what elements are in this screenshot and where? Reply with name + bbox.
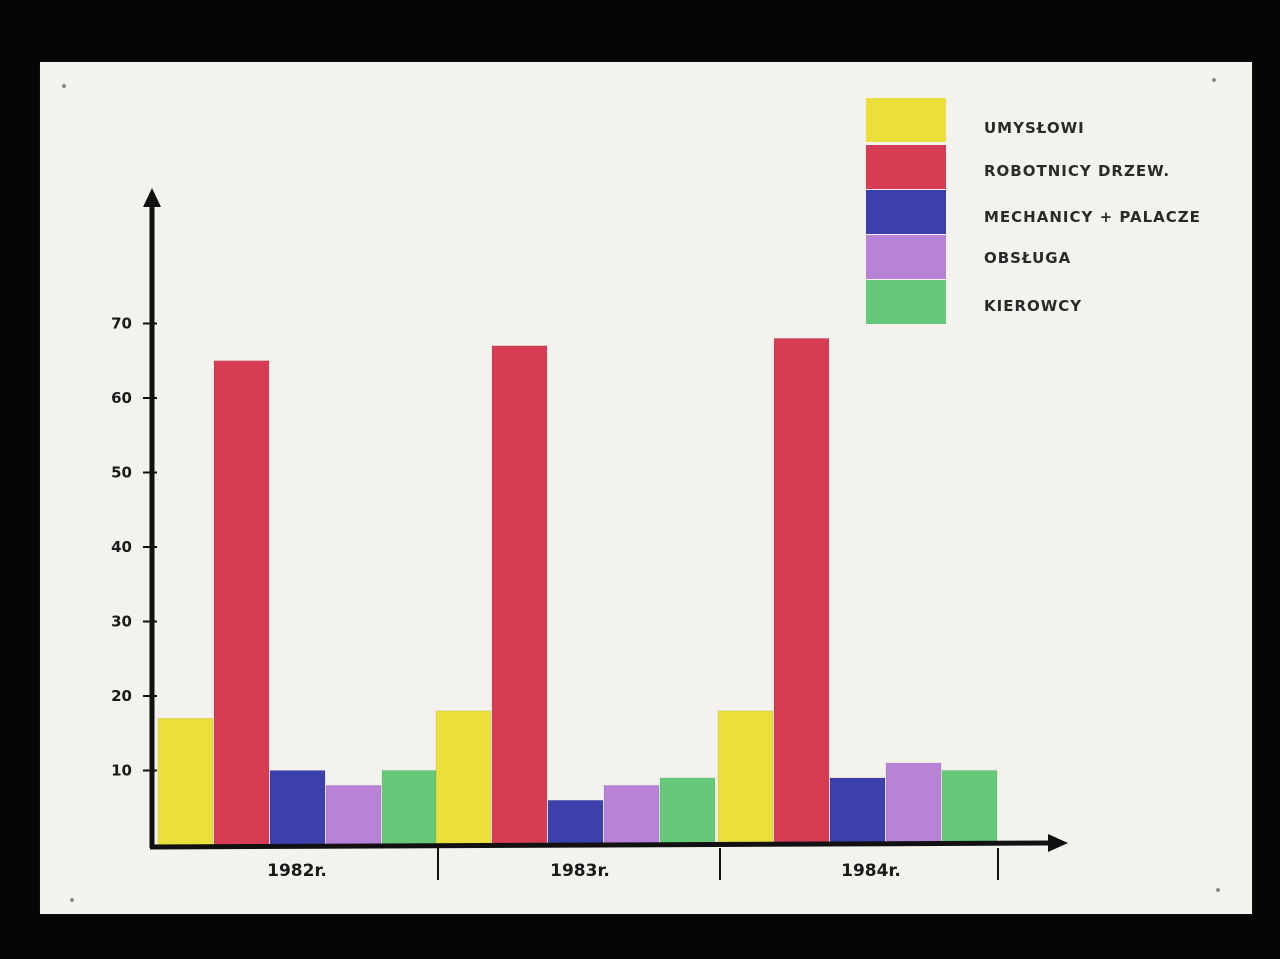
x-category-label: 1982r. — [267, 861, 327, 881]
y-tick-label: 10 — [111, 762, 132, 780]
legend: UMYSŁOWI ROBOTNICY DRZEW. MECHANICY + PALA… — [866, 98, 1201, 324]
y-tick-label: 30 — [111, 613, 132, 631]
pin-mark — [1212, 78, 1216, 82]
bar — [547, 799, 604, 846]
legend-swatch — [866, 235, 946, 279]
bar — [269, 770, 326, 846]
y-tick-label: 50 — [111, 464, 132, 482]
bar — [659, 777, 716, 846]
legend-swatch — [866, 280, 946, 324]
pin-mark — [62, 84, 66, 88]
bar — [325, 784, 382, 846]
bar — [491, 345, 548, 846]
bar — [829, 777, 886, 846]
legend-label: UMYSŁOWI — [984, 119, 1085, 137]
y-ticks-group: 10 20 30 40 50 60 70 — [111, 315, 157, 780]
y-tick-label: 20 — [111, 687, 132, 705]
legend-label: KIEROWCY — [984, 297, 1082, 315]
bar — [941, 770, 998, 846]
bar — [213, 360, 270, 846]
x-categories-group: 1982r. 1983r. 1984r. — [267, 848, 999, 881]
bar — [381, 770, 438, 846]
x-axis-arrow — [1048, 834, 1068, 852]
y-tick-label: 60 — [111, 389, 132, 407]
legend-swatch — [866, 145, 946, 189]
axes-group — [143, 188, 1068, 852]
bar — [773, 337, 830, 846]
bar — [603, 784, 660, 846]
y-tick-label: 40 — [111, 538, 132, 556]
pin-mark — [1216, 888, 1220, 892]
legend-label: MECHANICY + PALACZE — [984, 208, 1201, 226]
legend-label: OBSŁUGA — [984, 249, 1071, 267]
bar — [717, 710, 774, 846]
legend-label: ROBOTNICY DRZEW. — [984, 162, 1170, 180]
y-axis-arrow — [143, 188, 161, 207]
bars-group — [157, 337, 998, 846]
bar — [435, 710, 492, 846]
legend-swatch — [866, 190, 946, 234]
y-tick-label: 70 — [111, 315, 132, 333]
bar — [157, 717, 214, 846]
x-category-label: 1983r. — [550, 861, 610, 881]
legend-swatch — [866, 98, 946, 142]
pin-mark — [70, 898, 74, 902]
x-category-label: 1984r. — [841, 861, 901, 881]
bar — [885, 762, 942, 846]
x-axis-line — [149, 840, 1051, 850]
